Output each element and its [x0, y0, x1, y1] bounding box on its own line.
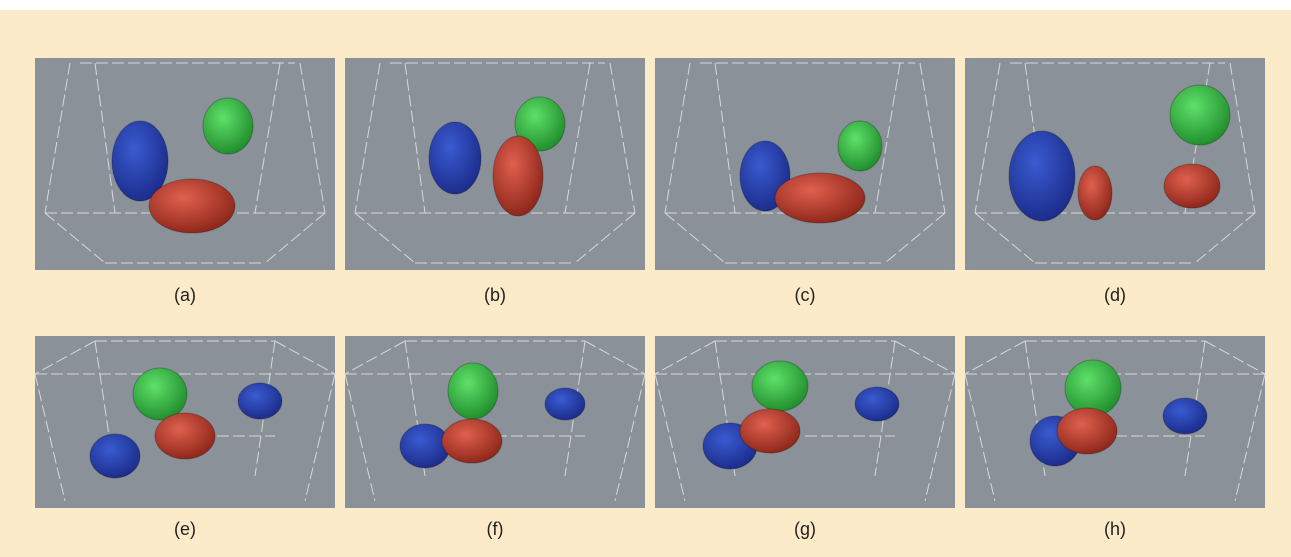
cell-blob — [1163, 398, 1207, 434]
panel — [35, 336, 335, 508]
panel — [655, 58, 955, 270]
cell-blob — [1065, 360, 1121, 416]
cell-blob — [133, 368, 187, 420]
panel — [345, 58, 645, 270]
cell-blob — [545, 388, 585, 420]
panel — [345, 336, 645, 508]
render-view — [655, 58, 955, 270]
cell-blob — [775, 173, 865, 223]
panel-label: (h) — [1104, 519, 1126, 539]
cell-blob — [493, 136, 543, 216]
panel — [965, 58, 1265, 270]
cell-blob — [1057, 408, 1117, 454]
panel-label: (d) — [1104, 285, 1126, 305]
render-view — [345, 336, 645, 508]
panel — [655, 336, 955, 508]
cell-blob — [149, 179, 235, 233]
panel-label: (b) — [484, 285, 506, 305]
cell-blob — [855, 387, 899, 421]
panel-label: (f) — [487, 519, 504, 539]
panel-label: (c) — [795, 285, 816, 305]
cell-blob — [429, 122, 481, 194]
cell-blob — [203, 98, 253, 154]
cell-blob — [1009, 131, 1075, 221]
panel-label: (a) — [174, 285, 196, 305]
cell-blob — [740, 409, 800, 453]
cell-blob — [1170, 85, 1230, 145]
cell-blob — [752, 361, 808, 411]
panel-label: (g) — [794, 519, 816, 539]
cell-blob — [90, 434, 140, 478]
cell-blob — [238, 383, 282, 419]
panel-label: (e) — [174, 519, 196, 539]
cell-blob — [1078, 166, 1112, 220]
cell-blob — [155, 413, 215, 459]
cell-blob — [442, 419, 502, 463]
render-view — [655, 336, 955, 508]
cell-blob — [448, 363, 498, 419]
panel — [965, 336, 1265, 508]
panel — [35, 58, 335, 270]
cell-blob — [1164, 164, 1220, 208]
figure: (a) (b) (c) (d) (e) (f) (g) (h) — [0, 0, 1291, 557]
render-view — [35, 58, 335, 270]
cell-blob — [838, 121, 882, 171]
